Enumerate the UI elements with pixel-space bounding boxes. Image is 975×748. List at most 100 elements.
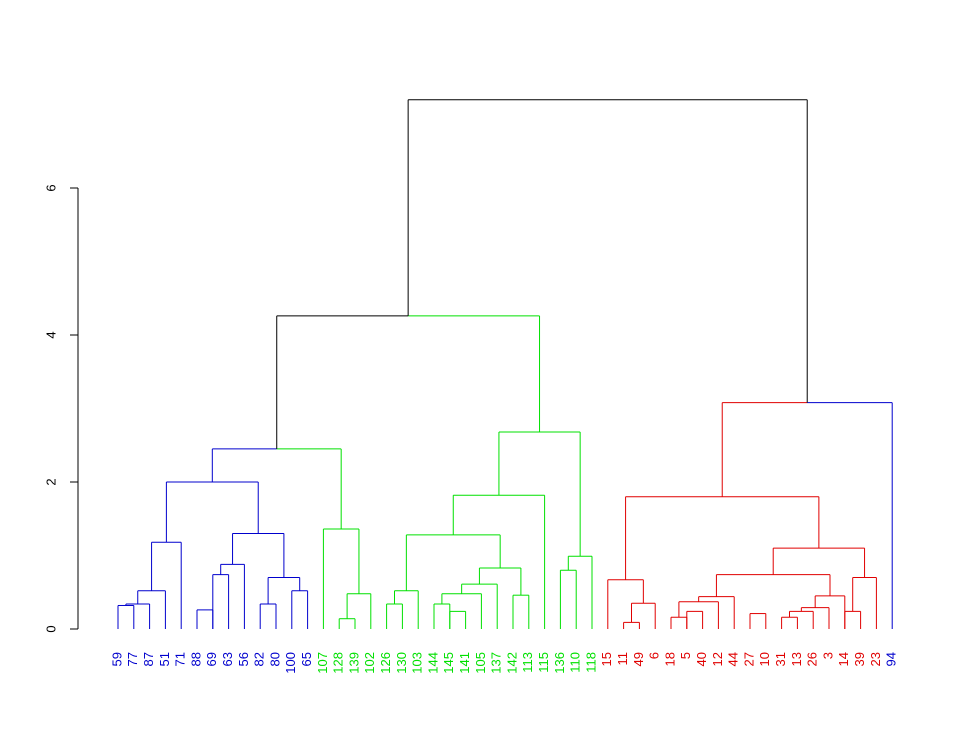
merge-r12 (814, 595, 846, 629)
merge-b8 (259, 603, 277, 629)
leaf-label: 137 (489, 652, 504, 674)
merge-r1 (623, 621, 640, 629)
leaf-label: 144 (425, 652, 440, 674)
merge-b4 (151, 541, 182, 629)
merge-g12 (405, 534, 501, 591)
merge-b1 (117, 604, 135, 629)
leaf-label: 18 (662, 652, 677, 666)
leaf-label: 27 (741, 652, 756, 666)
merge-b2 (125, 603, 151, 629)
merge-r5 (686, 610, 704, 629)
leaf-label: 39 (852, 652, 867, 666)
leaf-label: 10 (757, 652, 772, 666)
merge-r2 (631, 602, 656, 629)
leaf-label: 69 (204, 652, 219, 666)
leaf-label: 26 (805, 652, 820, 666)
merge-r17 (625, 496, 820, 580)
leaf-label: 80 (267, 652, 282, 666)
leaf-label: 113 (520, 652, 535, 673)
merge-r6 (678, 601, 719, 629)
leaf-label: 105 (473, 652, 488, 674)
merge-b11 (232, 532, 285, 578)
leaf-label: 11 (615, 652, 630, 666)
merge-g4 (386, 603, 403, 629)
leaf-label: 15 (599, 652, 614, 666)
leaf-label: 87 (141, 652, 156, 666)
y-tick-label: 6 (43, 184, 58, 191)
merge-rb (721, 402, 893, 629)
leaf-label: 100 (283, 652, 298, 674)
merge-r13 (715, 574, 831, 597)
leaf-label: 6 (647, 652, 662, 659)
merge-b7 (220, 563, 245, 629)
leaf-label: 128 (331, 652, 346, 674)
merge-g10 (512, 594, 530, 629)
merge-b9 (291, 590, 309, 629)
leaf-label: 136 (552, 652, 567, 674)
leaf-label: 49 (631, 652, 646, 666)
merge-g3 (322, 528, 360, 629)
merge-r9 (781, 616, 798, 629)
leaf-label: 23 (868, 652, 883, 666)
leaf-label: 12 (710, 652, 725, 666)
leaf-label: 59 (109, 652, 124, 666)
merge-g5 (394, 590, 419, 629)
merge-g11 (478, 567, 522, 596)
leaf-label: 51 (157, 652, 172, 666)
leaf-label: 130 (394, 652, 409, 674)
leaf-label: 63 (220, 652, 235, 666)
merge-root (407, 99, 808, 403)
merge-r10 (789, 610, 814, 629)
dendrogram-branches (117, 99, 893, 629)
leaf-label: 56 (236, 652, 251, 666)
merge-r8 (749, 613, 767, 629)
merge-bg (211, 448, 342, 530)
merge-g2 (346, 593, 372, 629)
leaf-label: 5 (678, 652, 693, 659)
leaf-label: 139 (346, 652, 361, 674)
merge-r4 (670, 616, 688, 629)
leaf-label: 14 (836, 652, 851, 666)
y-tick-label: 0 (43, 625, 58, 632)
merge-r3 (607, 579, 644, 629)
merge-b5 (196, 609, 214, 629)
merge-g16 (498, 431, 581, 557)
y-axis: 0 2 4 6 (43, 184, 79, 633)
leaf-label: 145 (441, 652, 456, 674)
leaf-label: 103 (410, 652, 425, 674)
leaf-label: 118 (583, 652, 598, 673)
y-tick-label: 2 (43, 478, 58, 485)
leaf-label: 82 (252, 652, 267, 666)
leaf-label: 65 (299, 652, 314, 666)
leaf-label: 71 (173, 652, 188, 666)
merge-g14 (559, 569, 577, 629)
leaf-label: 77 (125, 652, 140, 666)
leaf-label: 107 (315, 652, 330, 674)
leaf-labels: 59 77 87 51 71 88 69 63 56 82 80 100 65 107 128 139 102 1… (109, 652, 898, 674)
leaf-label: 126 (378, 652, 393, 674)
leaf-label: 31 (773, 652, 788, 666)
leaf-label: 13 (789, 652, 804, 666)
merge-r15 (852, 577, 877, 629)
leaf-label: 110 (568, 652, 583, 673)
merge-b6 (212, 574, 230, 629)
leaf-label: 94 (884, 652, 899, 666)
merge-r16 (772, 547, 866, 578)
merge-g6 (433, 603, 451, 629)
merge-g1 (338, 618, 356, 629)
merge-g9 (461, 583, 498, 629)
leaf-label: 142 (504, 652, 519, 674)
leaf-label: 102 (362, 652, 377, 674)
merge-g7 (449, 610, 467, 629)
leaf-label: 88 (188, 652, 203, 666)
merge-r14 (844, 610, 862, 629)
leaf-label: 115 (536, 652, 551, 673)
leaf-label: 40 (694, 652, 709, 666)
merge-g15 (567, 555, 593, 629)
leaf-label: 44 (726, 652, 741, 666)
y-tick-label: 4 (43, 331, 58, 338)
leaf-label: 3 (820, 652, 835, 659)
merge-b3 (137, 590, 166, 629)
merge-g13 (452, 494, 546, 629)
